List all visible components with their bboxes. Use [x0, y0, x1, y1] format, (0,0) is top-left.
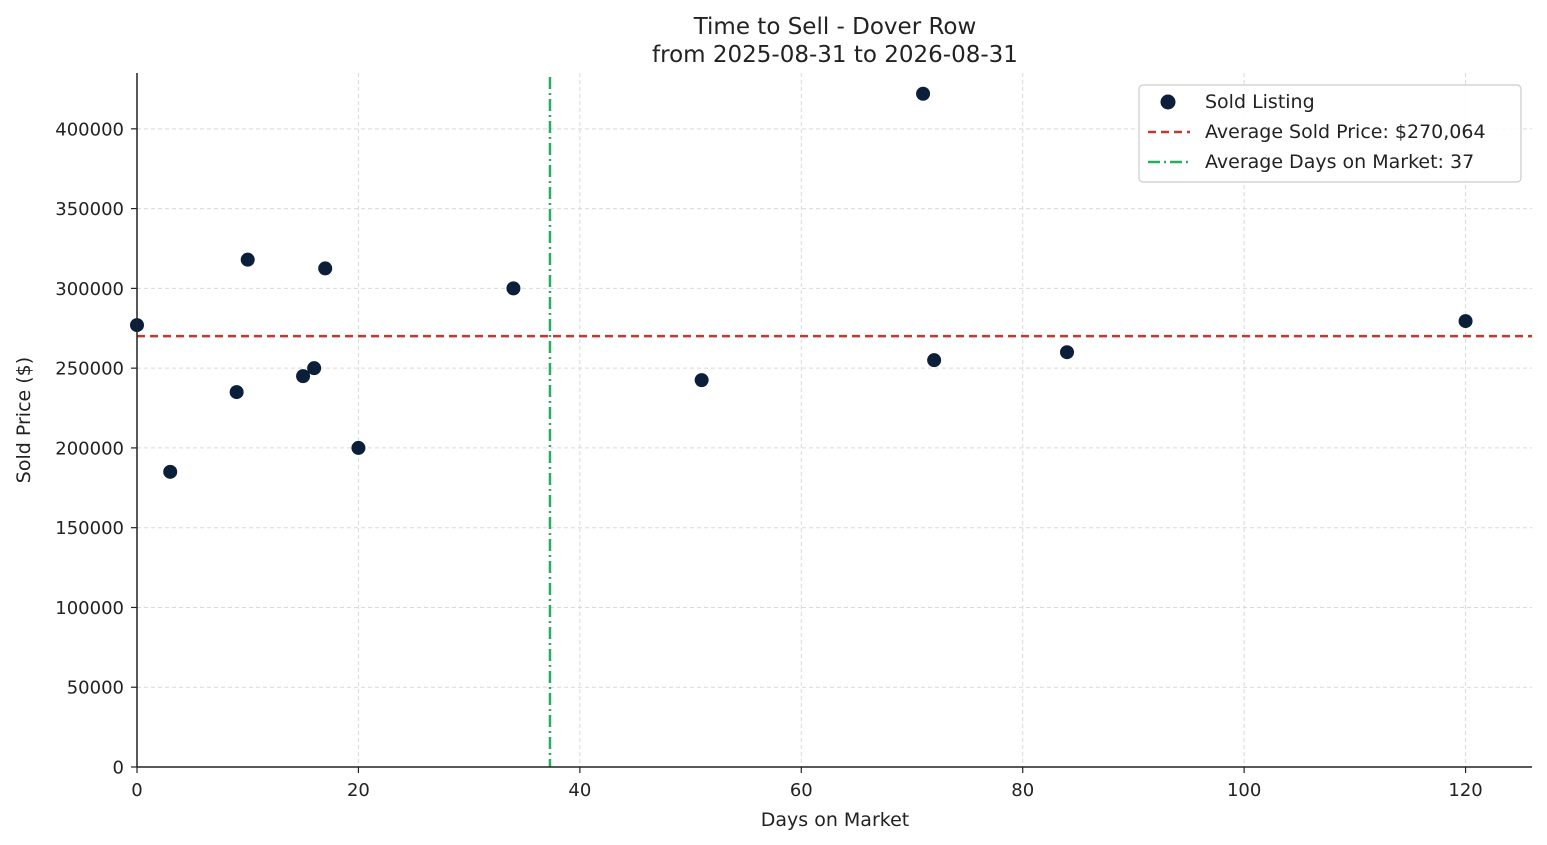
y-tick-label: 150000 [55, 518, 124, 539]
legend: Sold Listing Average Sold Price: $270,06… [1138, 84, 1522, 183]
y-axis-label: Sold Price ($) [13, 357, 35, 483]
data-point [163, 464, 178, 479]
x-tick-label: 80 [1011, 780, 1034, 801]
y-tick-label: 250000 [55, 359, 124, 380]
y-tick-label: 50000 [67, 678, 124, 699]
y-tick-label: 350000 [55, 199, 124, 220]
y-tick-label: 300000 [55, 279, 124, 300]
y-tick-label: 400000 [55, 119, 124, 140]
x-axis-label: Days on Market [761, 809, 909, 831]
legend-marker-sold-listing [1160, 94, 1176, 110]
reference-lines [137, 77, 1532, 767]
data-point [296, 369, 311, 384]
y-tick-label: 100000 [55, 598, 124, 619]
data-point [307, 361, 322, 376]
x-tick-label: 100 [1227, 780, 1261, 801]
y-axis-ticks: 0 50000 100000 150000 200000 250000 300000 3500… [55, 119, 137, 779]
y-tick-label: 200000 [55, 438, 124, 459]
data-points [130, 86, 1473, 479]
legend-label-average-days: Average Days on Market: 37 [1205, 151, 1474, 173]
x-tick-label: 120 [1448, 780, 1482, 801]
legend-label-sold-listing: Sold Listing [1205, 91, 1315, 113]
data-point [694, 373, 709, 388]
y-tick-label: 0 [113, 758, 124, 779]
data-point [1060, 345, 1074, 360]
data-point [318, 261, 333, 276]
legend-frame [1138, 84, 1522, 183]
data-point [351, 440, 366, 455]
data-point [1458, 314, 1473, 329]
data-point [927, 353, 942, 368]
data-point [916, 86, 931, 101]
chart-subtitle: from 2025-08-31 to 2026-08-31 [652, 42, 1018, 68]
x-tick-label: 40 [568, 780, 591, 801]
x-tick-label: 20 [347, 780, 370, 801]
x-tick-label: 0 [131, 780, 142, 801]
data-point [506, 281, 521, 296]
chart-title: Time to Sell - Dover Row [693, 14, 977, 40]
data-point [229, 385, 244, 400]
x-tick-label: 60 [790, 780, 813, 801]
data-point [240, 252, 255, 267]
x-axis-ticks: 0 20 40 60 80 100 120 [131, 767, 1483, 801]
legend-label-average-price: Average Sold Price: $270,064 [1205, 121, 1486, 143]
